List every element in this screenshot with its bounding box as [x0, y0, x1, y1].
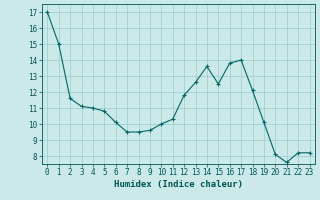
X-axis label: Humidex (Indice chaleur): Humidex (Indice chaleur) — [114, 180, 243, 189]
